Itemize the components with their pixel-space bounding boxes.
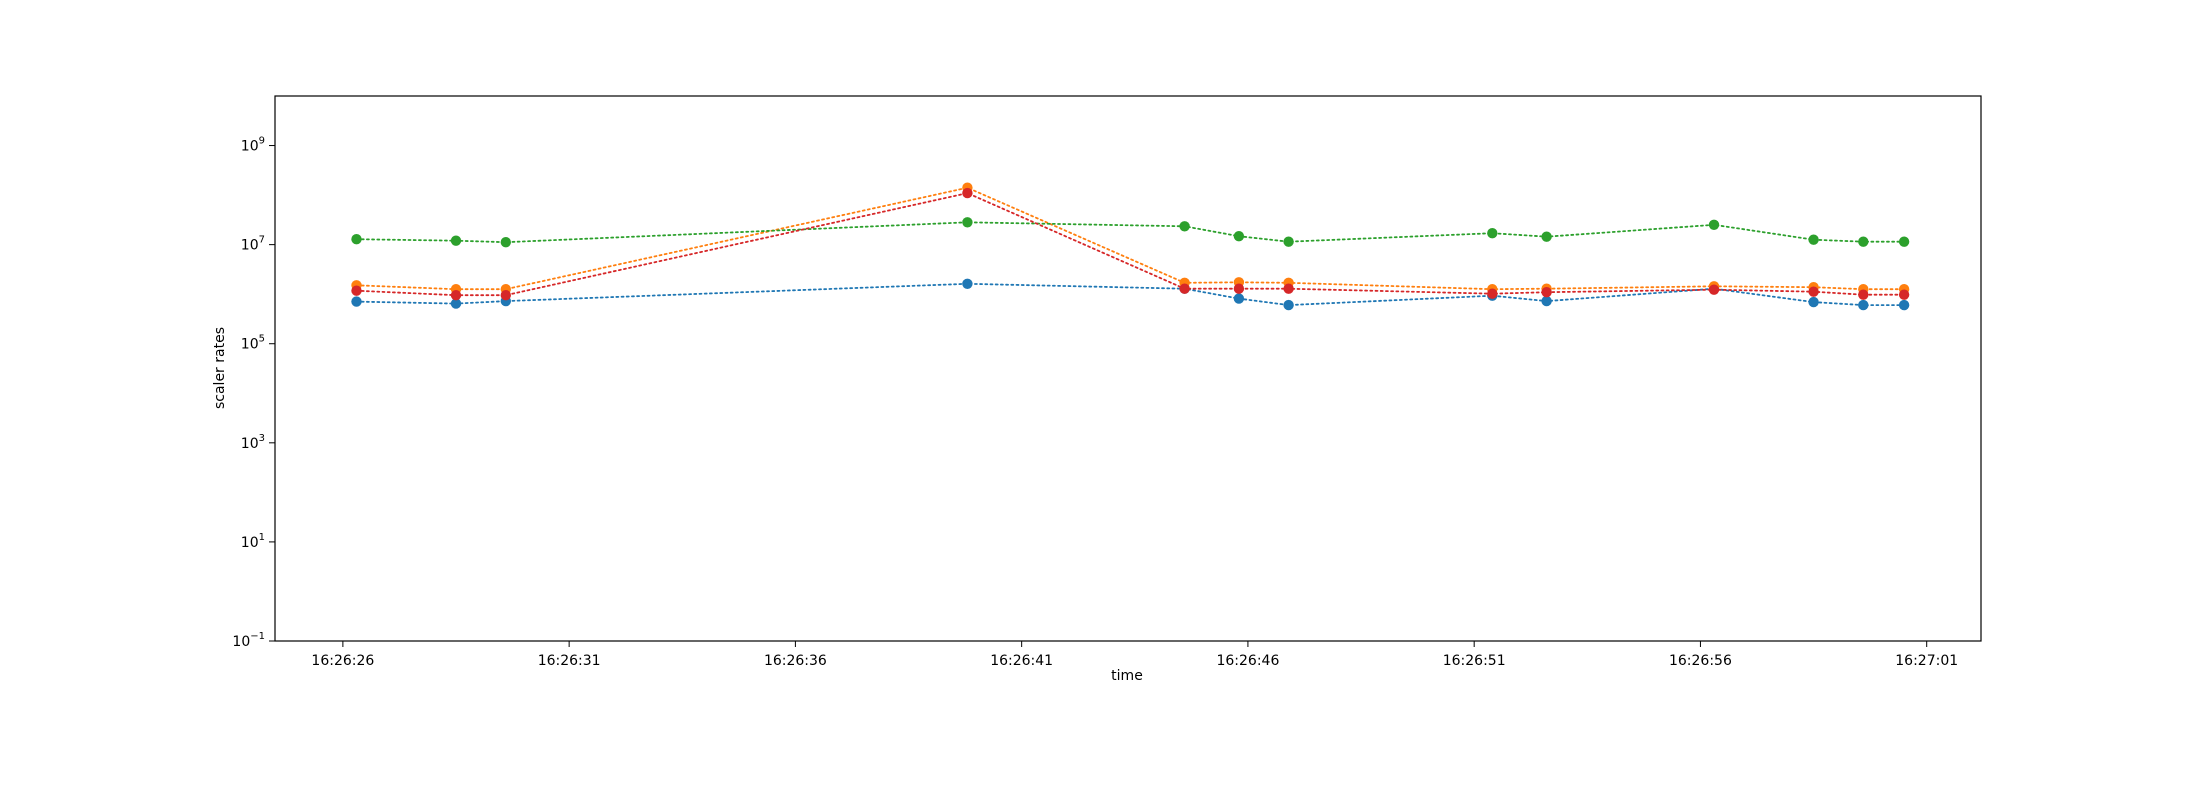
series-blue-point <box>962 278 973 289</box>
series-green-point <box>1179 221 1190 232</box>
x-axis: 16:26:26 16:26:31 16:26:36 16:26:41 16:26:46… <box>311 641 1958 669</box>
series-red-point <box>1858 289 1869 300</box>
x-tick-label: 16:26:51 <box>1443 653 1506 669</box>
series-green-point <box>1541 231 1552 242</box>
series-blue-point <box>1233 293 1245 304</box>
series-green-point <box>1233 231 1245 242</box>
series-green-point <box>962 217 973 228</box>
series-red-point <box>1487 288 1498 299</box>
plot-area-frame <box>274 95 1982 642</box>
y-tick-label: 109 <box>241 136 265 155</box>
series-red-point <box>1708 284 1720 295</box>
y-tick-label: 103 <box>241 433 265 452</box>
series-red-point <box>1283 283 1294 294</box>
y-tick-label: 107 <box>241 235 265 254</box>
series-red <box>351 187 1910 301</box>
series-red-point <box>1233 283 1245 294</box>
series-blue-point <box>1808 296 1819 308</box>
series-green-point <box>1708 219 1720 230</box>
series-green-point <box>500 237 511 248</box>
series-blue-point <box>1898 299 1910 311</box>
x-tick-label: 16:26:46 <box>1216 653 1279 669</box>
series-red-point <box>1541 287 1552 298</box>
series-green-point <box>1487 228 1498 239</box>
y-tick-label: 101 <box>241 532 265 551</box>
y-axis-label: scaler rates <box>212 327 228 409</box>
x-tick-label: 16:26:41 <box>990 653 1053 669</box>
series-red-point <box>1808 286 1819 297</box>
series-green-point <box>450 235 462 246</box>
series-red-point <box>962 187 973 199</box>
series-blue-point <box>450 298 462 309</box>
series-red-point <box>500 290 511 301</box>
x-tick-label: 16:26:26 <box>311 653 374 669</box>
series-red-point <box>1898 289 1910 300</box>
plot-layer <box>351 182 1910 311</box>
x-tick-label: 16:27:01 <box>1895 653 1958 669</box>
series-green-point <box>1898 236 1910 247</box>
y-tick-label: 10−1 <box>232 631 265 650</box>
series-green-point <box>1283 236 1294 247</box>
series-green-point <box>351 234 362 245</box>
series-green-point <box>1808 234 1819 245</box>
series-green <box>351 217 1910 248</box>
x-tick-label: 16:26:36 <box>764 653 827 669</box>
y-tick-label: 105 <box>241 334 265 353</box>
x-tick-label: 16:26:31 <box>538 653 601 669</box>
series-blue-point <box>1283 299 1294 311</box>
series-red-point <box>450 290 462 301</box>
x-axis-label: time <box>1111 668 1143 684</box>
series-green-point <box>1858 236 1869 247</box>
series-red-point <box>1179 283 1190 294</box>
series-blue-point <box>1541 295 1552 307</box>
x-tick-label: 16:26:56 <box>1669 653 1732 669</box>
series-blue-point <box>351 296 362 307</box>
y-axis: 10−1 101 103 105 107 109 <box>232 136 275 650</box>
series-blue-point <box>1858 299 1869 311</box>
series-red-point <box>351 285 362 296</box>
